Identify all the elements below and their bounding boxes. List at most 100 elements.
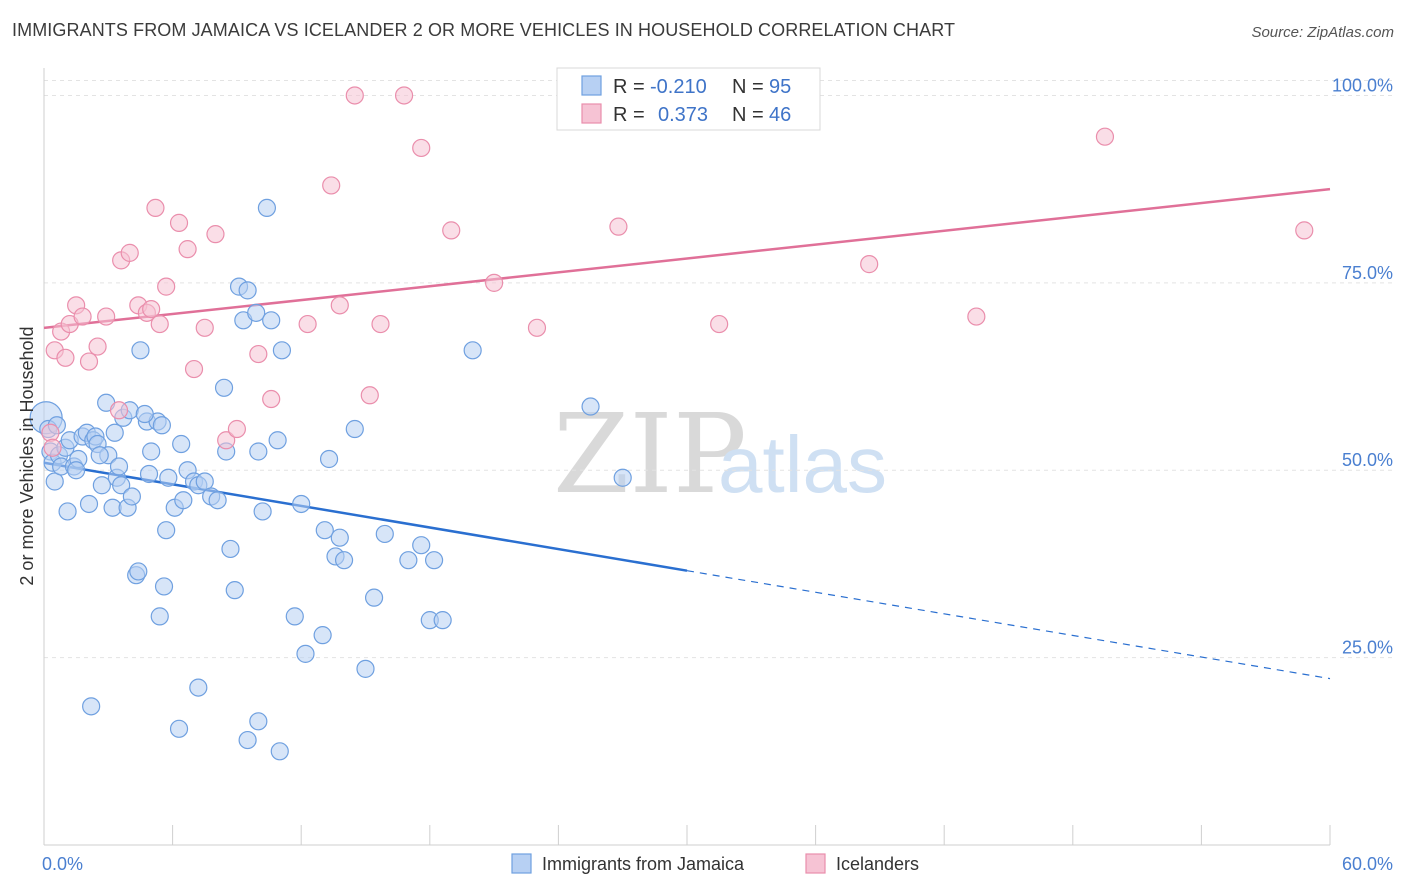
point-jamaica xyxy=(412,536,431,555)
point-icelanders xyxy=(184,359,204,379)
point-jamaica xyxy=(129,562,148,581)
point-icelanders xyxy=(394,86,414,105)
point-jamaica xyxy=(189,678,208,697)
bottom-legend: Immigrants from Jamaica Icelanders xyxy=(511,853,919,874)
y-tick-label: 75.0% xyxy=(1342,263,1393,283)
legend-r-icelanders: 0.373 xyxy=(658,104,708,126)
point-icelanders xyxy=(249,344,268,364)
point-jamaica xyxy=(131,341,150,360)
point-jamaica xyxy=(139,464,159,484)
bottom-legend-label-icelanders: Icelanders xyxy=(836,854,919,874)
point-icelanders xyxy=(79,352,99,371)
gridlines xyxy=(44,79,1392,659)
point-icelanders xyxy=(195,318,214,337)
point-jamaica xyxy=(90,446,109,465)
bottom-legend-swatch-icelanders xyxy=(805,853,826,874)
point-jamaica xyxy=(142,442,161,461)
point-jamaica xyxy=(581,397,600,416)
point-jamaica xyxy=(122,487,141,506)
point-icelanders xyxy=(109,401,129,420)
point-icelanders xyxy=(262,389,281,409)
svg-text:R =: R = xyxy=(613,76,645,98)
point-icelanders xyxy=(43,438,62,457)
point-icelanders xyxy=(1095,127,1115,146)
point-icelanders xyxy=(206,225,225,244)
point-icelanders xyxy=(371,314,390,334)
point-jamaica xyxy=(319,449,339,469)
point-icelanders xyxy=(485,273,504,292)
point-icelanders xyxy=(360,386,379,405)
point-jamaica xyxy=(433,611,452,630)
point-jamaica xyxy=(79,494,99,514)
x-tick-label-max: 60.0% xyxy=(1342,854,1393,874)
point-jamaica xyxy=(159,468,178,487)
legend-n-icelanders: 46 xyxy=(769,104,791,126)
point-icelanders xyxy=(609,217,628,236)
point-jamaica xyxy=(313,626,332,645)
point-jamaica xyxy=(67,461,86,480)
point-icelanders xyxy=(120,243,139,262)
point-icelanders xyxy=(150,314,169,334)
point-jamaica xyxy=(257,198,277,218)
point-jamaica xyxy=(195,472,214,491)
y-tick-label: 100.0% xyxy=(1332,75,1393,95)
point-icelanders xyxy=(322,176,341,195)
y-tick-labels: 25.0% 50.0% 75.0% 100.0% xyxy=(1332,75,1393,657)
point-jamaica xyxy=(112,476,131,495)
data-points xyxy=(29,86,1314,761)
point-jamaica xyxy=(345,419,364,439)
point-jamaica xyxy=(285,607,304,626)
point-jamaica xyxy=(58,502,77,521)
point-icelanders xyxy=(412,138,431,158)
point-jamaica xyxy=(249,712,268,731)
point-jamaica xyxy=(253,502,272,521)
point-icelanders xyxy=(157,277,176,296)
point-jamaica xyxy=(157,521,176,540)
svg-text:N =: N = xyxy=(732,104,764,126)
point-jamaica xyxy=(135,404,154,424)
point-jamaica xyxy=(270,742,289,761)
svg-text:R =: R = xyxy=(613,104,645,126)
point-jamaica xyxy=(225,581,244,600)
point-icelanders xyxy=(88,337,107,356)
point-jamaica xyxy=(45,472,64,491)
legend-swatch-jamaica xyxy=(581,75,602,96)
point-icelanders xyxy=(56,348,75,367)
point-jamaica xyxy=(247,303,266,322)
legend-box: R = -0.210 N = 95 R = 0.373 N = 46 xyxy=(556,67,821,131)
point-jamaica xyxy=(109,457,129,476)
point-jamaica xyxy=(105,423,124,442)
point-jamaica xyxy=(249,442,268,461)
point-jamaica xyxy=(82,697,101,716)
x-tick-label-min: 0.0% xyxy=(42,854,83,874)
point-icelanders xyxy=(41,423,60,442)
point-icelanders xyxy=(860,255,879,274)
point-icelanders xyxy=(710,314,729,334)
bottom-legend-label-jamaica: Immigrants from Jamaica xyxy=(542,854,745,874)
y-tick-label: 25.0% xyxy=(1342,638,1393,658)
point-jamaica xyxy=(613,468,632,487)
point-jamaica xyxy=(424,551,444,570)
point-jamaica xyxy=(268,431,287,450)
point-jamaica xyxy=(214,378,234,397)
point-jamaica xyxy=(375,524,394,544)
point-jamaica xyxy=(262,311,281,330)
point-jamaica xyxy=(315,521,334,540)
legend-r-jamaica: -0.210 xyxy=(650,76,707,98)
point-jamaica xyxy=(92,476,111,495)
point-icelanders xyxy=(97,307,116,326)
legend-swatch-icelanders xyxy=(581,103,602,124)
point-icelanders xyxy=(442,221,461,240)
point-icelanders xyxy=(1295,221,1314,240)
trend-line-icelanders xyxy=(43,187,1331,330)
point-jamaica xyxy=(364,588,384,607)
point-jamaica xyxy=(238,281,257,300)
watermark-atlas: atlas xyxy=(718,420,887,509)
point-jamaica xyxy=(296,644,315,663)
point-icelanders xyxy=(73,307,92,326)
point-jamaica xyxy=(292,494,311,514)
svg-text:N =: N = xyxy=(732,76,764,98)
source-credit: Source: ZipAtlas.com xyxy=(1251,24,1394,41)
legend-n-jamaica: 95 xyxy=(769,76,791,98)
